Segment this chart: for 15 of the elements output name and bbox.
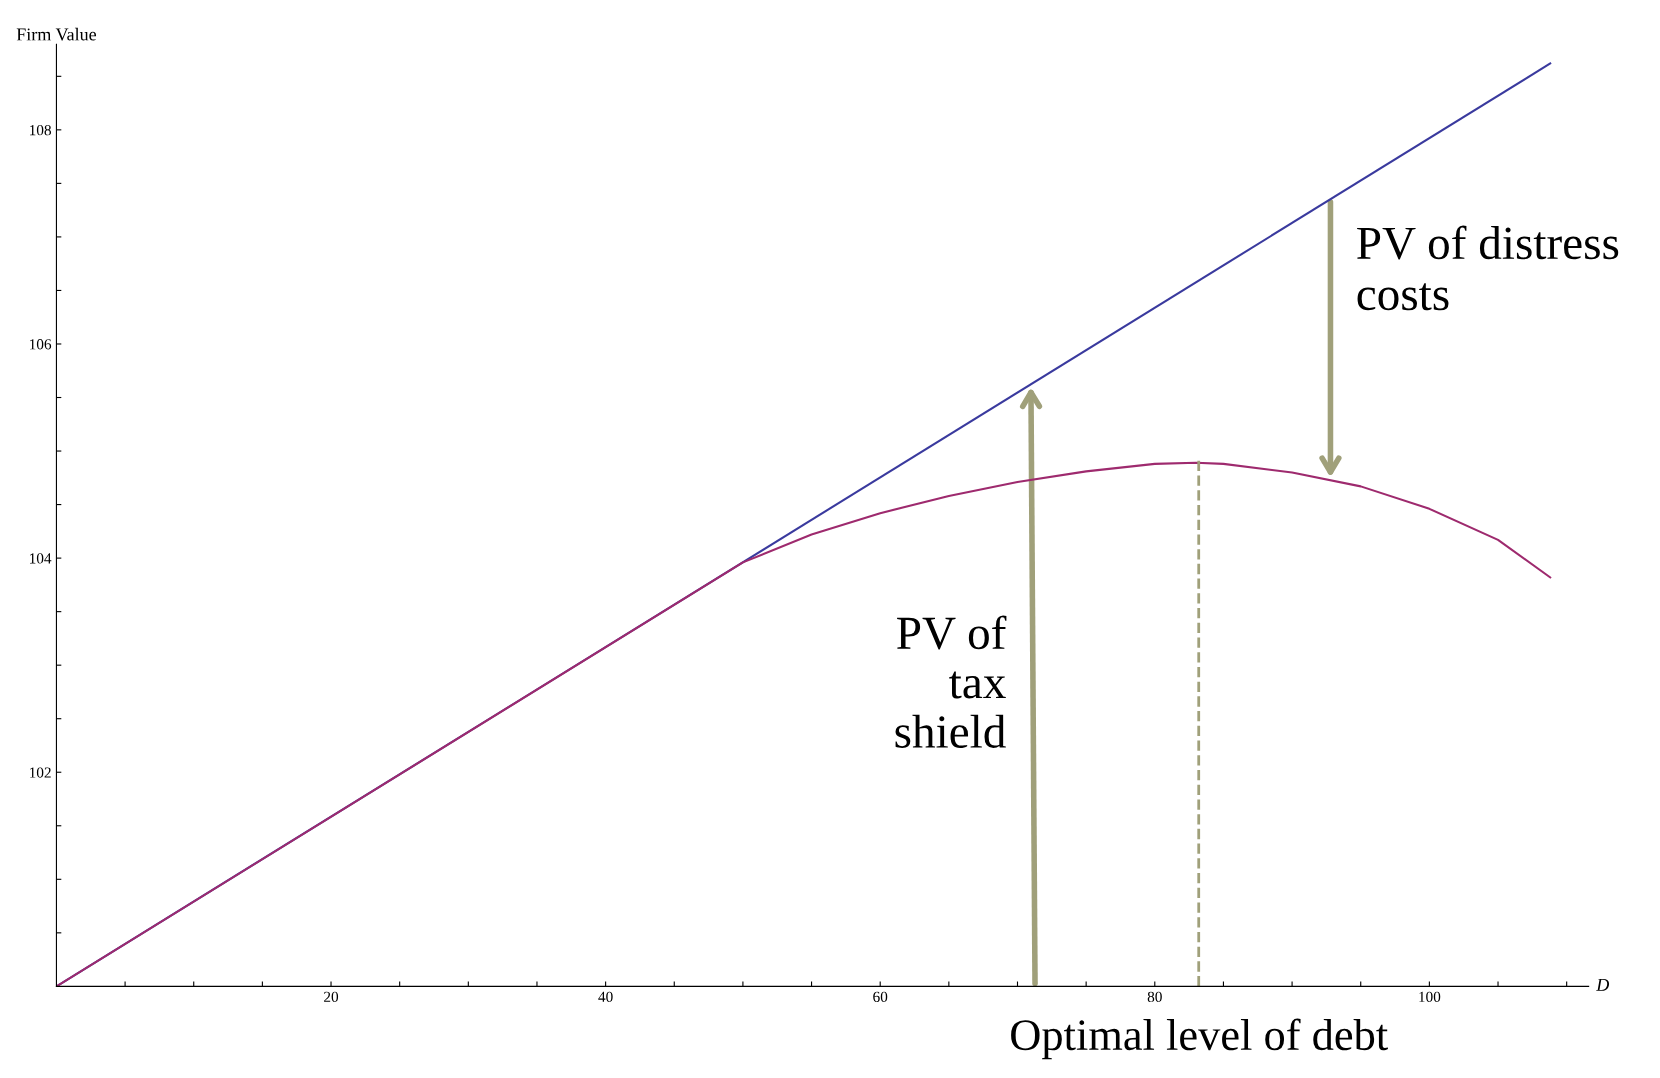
annotation: PV of tax shield xyxy=(895,615,1007,748)
x-tick-label: 60 xyxy=(873,991,888,1002)
ref-line-label: Optimal level of debt xyxy=(1011,1018,1388,1060)
y-axis-title: Firm Value xyxy=(16,27,97,41)
y-tick-label: 108 xyxy=(30,124,51,136)
x-axis-title: D xyxy=(1596,978,1610,991)
x-tick-label: 40 xyxy=(598,991,613,1002)
y-tick-label: 102 xyxy=(30,767,51,778)
x-tick-label: 100 xyxy=(1419,991,1441,1002)
y-tick-label: 104 xyxy=(30,553,52,564)
line-series xyxy=(56,461,1552,987)
y-tick-label: 106 xyxy=(30,339,52,350)
annotation: PV of distress costs xyxy=(1357,225,1619,311)
x-tick-label: 80 xyxy=(1147,991,1162,1002)
x-tick-label: 20 xyxy=(324,991,339,1002)
